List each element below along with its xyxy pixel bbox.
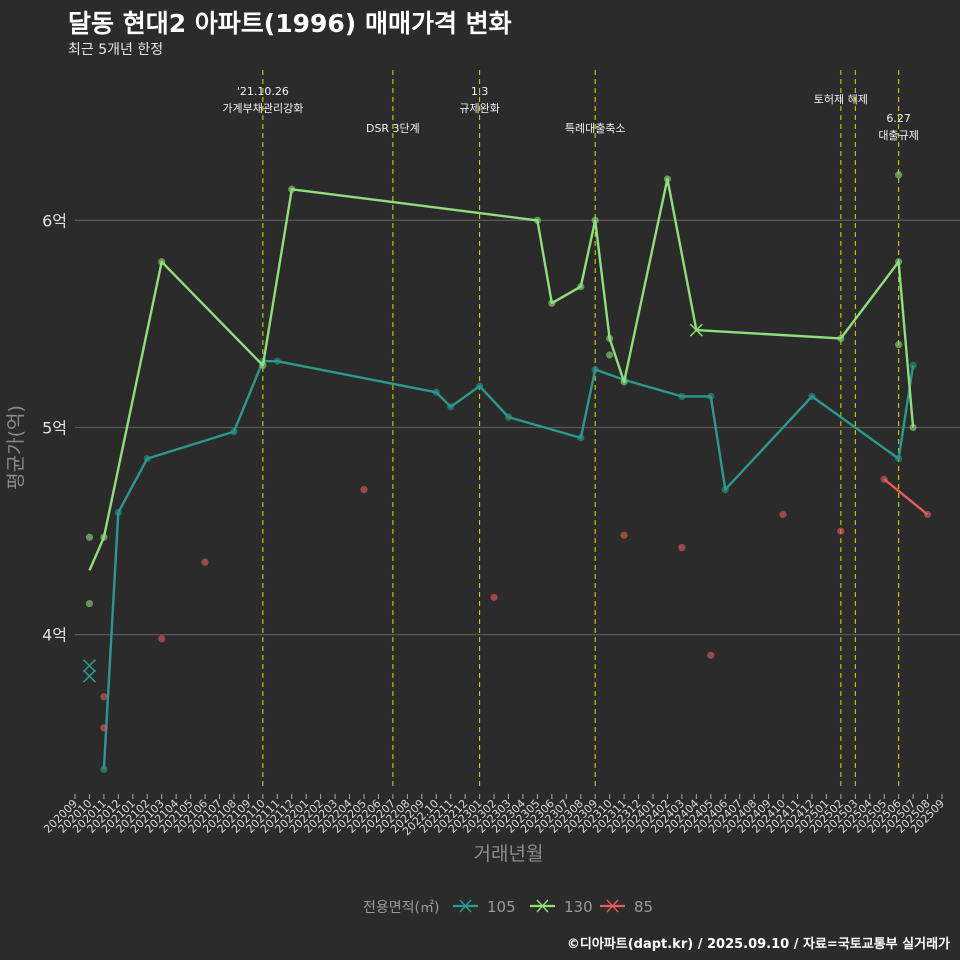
data-point-130	[85, 533, 94, 541]
data-point-105	[678, 392, 686, 401]
data-point-85	[360, 486, 368, 494]
data-point-130	[158, 258, 166, 266]
legend-key-cross	[606, 899, 619, 913]
data-point-105	[476, 382, 484, 390]
y-tick-label: 6억	[42, 211, 67, 230]
event-annotation: 1.3	[471, 85, 489, 98]
series-line-130	[88, 177, 915, 571]
chart-subtitle: 최근 5개년 한정	[68, 42, 164, 58]
event-annotation: 대출규제	[878, 129, 918, 142]
data-point-130	[606, 334, 614, 343]
x-axis-title: 거래년월	[474, 843, 544, 865]
legend-key-cross	[459, 899, 472, 913]
data-point-85	[880, 475, 888, 483]
data-point-105	[808, 392, 816, 401]
data-point-85	[158, 635, 166, 643]
data-point-130	[837, 334, 845, 343]
legend-label-130: 130	[564, 898, 593, 916]
data-point-130	[577, 283, 585, 291]
legend-label-105: 105	[487, 898, 516, 916]
series-line-105	[102, 360, 915, 770]
data-point-105	[143, 454, 151, 463]
legend-key-105	[453, 899, 478, 913]
data-point-85	[620, 531, 628, 539]
data-point-105	[577, 434, 585, 442]
data-point-130	[100, 533, 108, 541]
event-annotation: 특례대출축소	[565, 122, 626, 135]
data-point-85	[100, 693, 108, 701]
data-point-85	[100, 724, 108, 732]
data-point-130	[606, 351, 614, 359]
series-line-85	[883, 478, 929, 516]
event-annotation: 규제완화	[459, 102, 499, 115]
event-annotation: 6.27	[886, 112, 911, 125]
data-point-130	[548, 299, 556, 307]
cross-stroke	[82, 669, 96, 683]
legend-key-cross	[536, 899, 549, 913]
data-point-130	[663, 175, 672, 183]
data-point-105	[230, 428, 238, 436]
data-point-105	[591, 365, 599, 374]
legend-key-85	[600, 899, 625, 913]
data-point-105	[447, 403, 455, 411]
y-axis-title: 평균가(억)	[5, 405, 27, 490]
data-point-85	[779, 510, 787, 519]
data-point-105	[909, 361, 917, 369]
data-point-130	[909, 423, 917, 432]
cross-stroke	[689, 323, 703, 337]
data-point-85	[923, 510, 932, 519]
y-tick-label: 4억	[42, 626, 67, 645]
data-point-85	[201, 558, 209, 566]
data-point-85	[707, 651, 715, 659]
legend-key-130	[530, 899, 555, 913]
data-point-85	[490, 593, 498, 601]
data-point-85	[837, 527, 845, 535]
data-point-105	[432, 388, 440, 396]
data-point-105	[707, 392, 715, 401]
event-annotation: '21.10.26	[237, 85, 289, 98]
data-point-105	[273, 357, 281, 365]
cross-marker-130	[689, 323, 703, 337]
source-caption: ©디아파트(dapt.kr) / 2025.09.10 / 자료=국토교통부 실…	[566, 937, 950, 952]
legend-label-85: 85	[634, 898, 653, 916]
data-point-130	[259, 361, 267, 369]
cross-marker-105	[82, 669, 96, 683]
event-annotation: 가계부채관리강화	[222, 102, 303, 115]
data-point-130	[85, 599, 94, 608]
event-annotation: 토허제 해제	[814, 92, 868, 106]
legend-title: 전용면적(㎡)	[363, 900, 439, 916]
data-point-85	[678, 544, 686, 552]
data-point-105	[895, 454, 903, 463]
data-point-105	[721, 486, 729, 494]
event-annotation: DSR 3단계	[366, 122, 420, 135]
data-point-105	[114, 508, 122, 517]
cross-marker-105	[82, 659, 96, 673]
data-point-130	[533, 216, 542, 224]
y-tick-label: 5억	[42, 419, 67, 438]
cross-stroke	[82, 659, 96, 673]
chart-title: 달동 현대2 아파트(1996) 매매가격 변화	[68, 9, 512, 38]
data-point-130	[895, 258, 903, 266]
data-point-130	[895, 341, 903, 349]
data-point-105	[504, 413, 513, 421]
data-point-105	[100, 765, 108, 773]
data-point-130	[620, 378, 628, 386]
data-point-130	[895, 171, 903, 179]
data-point-130	[591, 216, 599, 224]
data-point-130	[288, 185, 296, 193]
